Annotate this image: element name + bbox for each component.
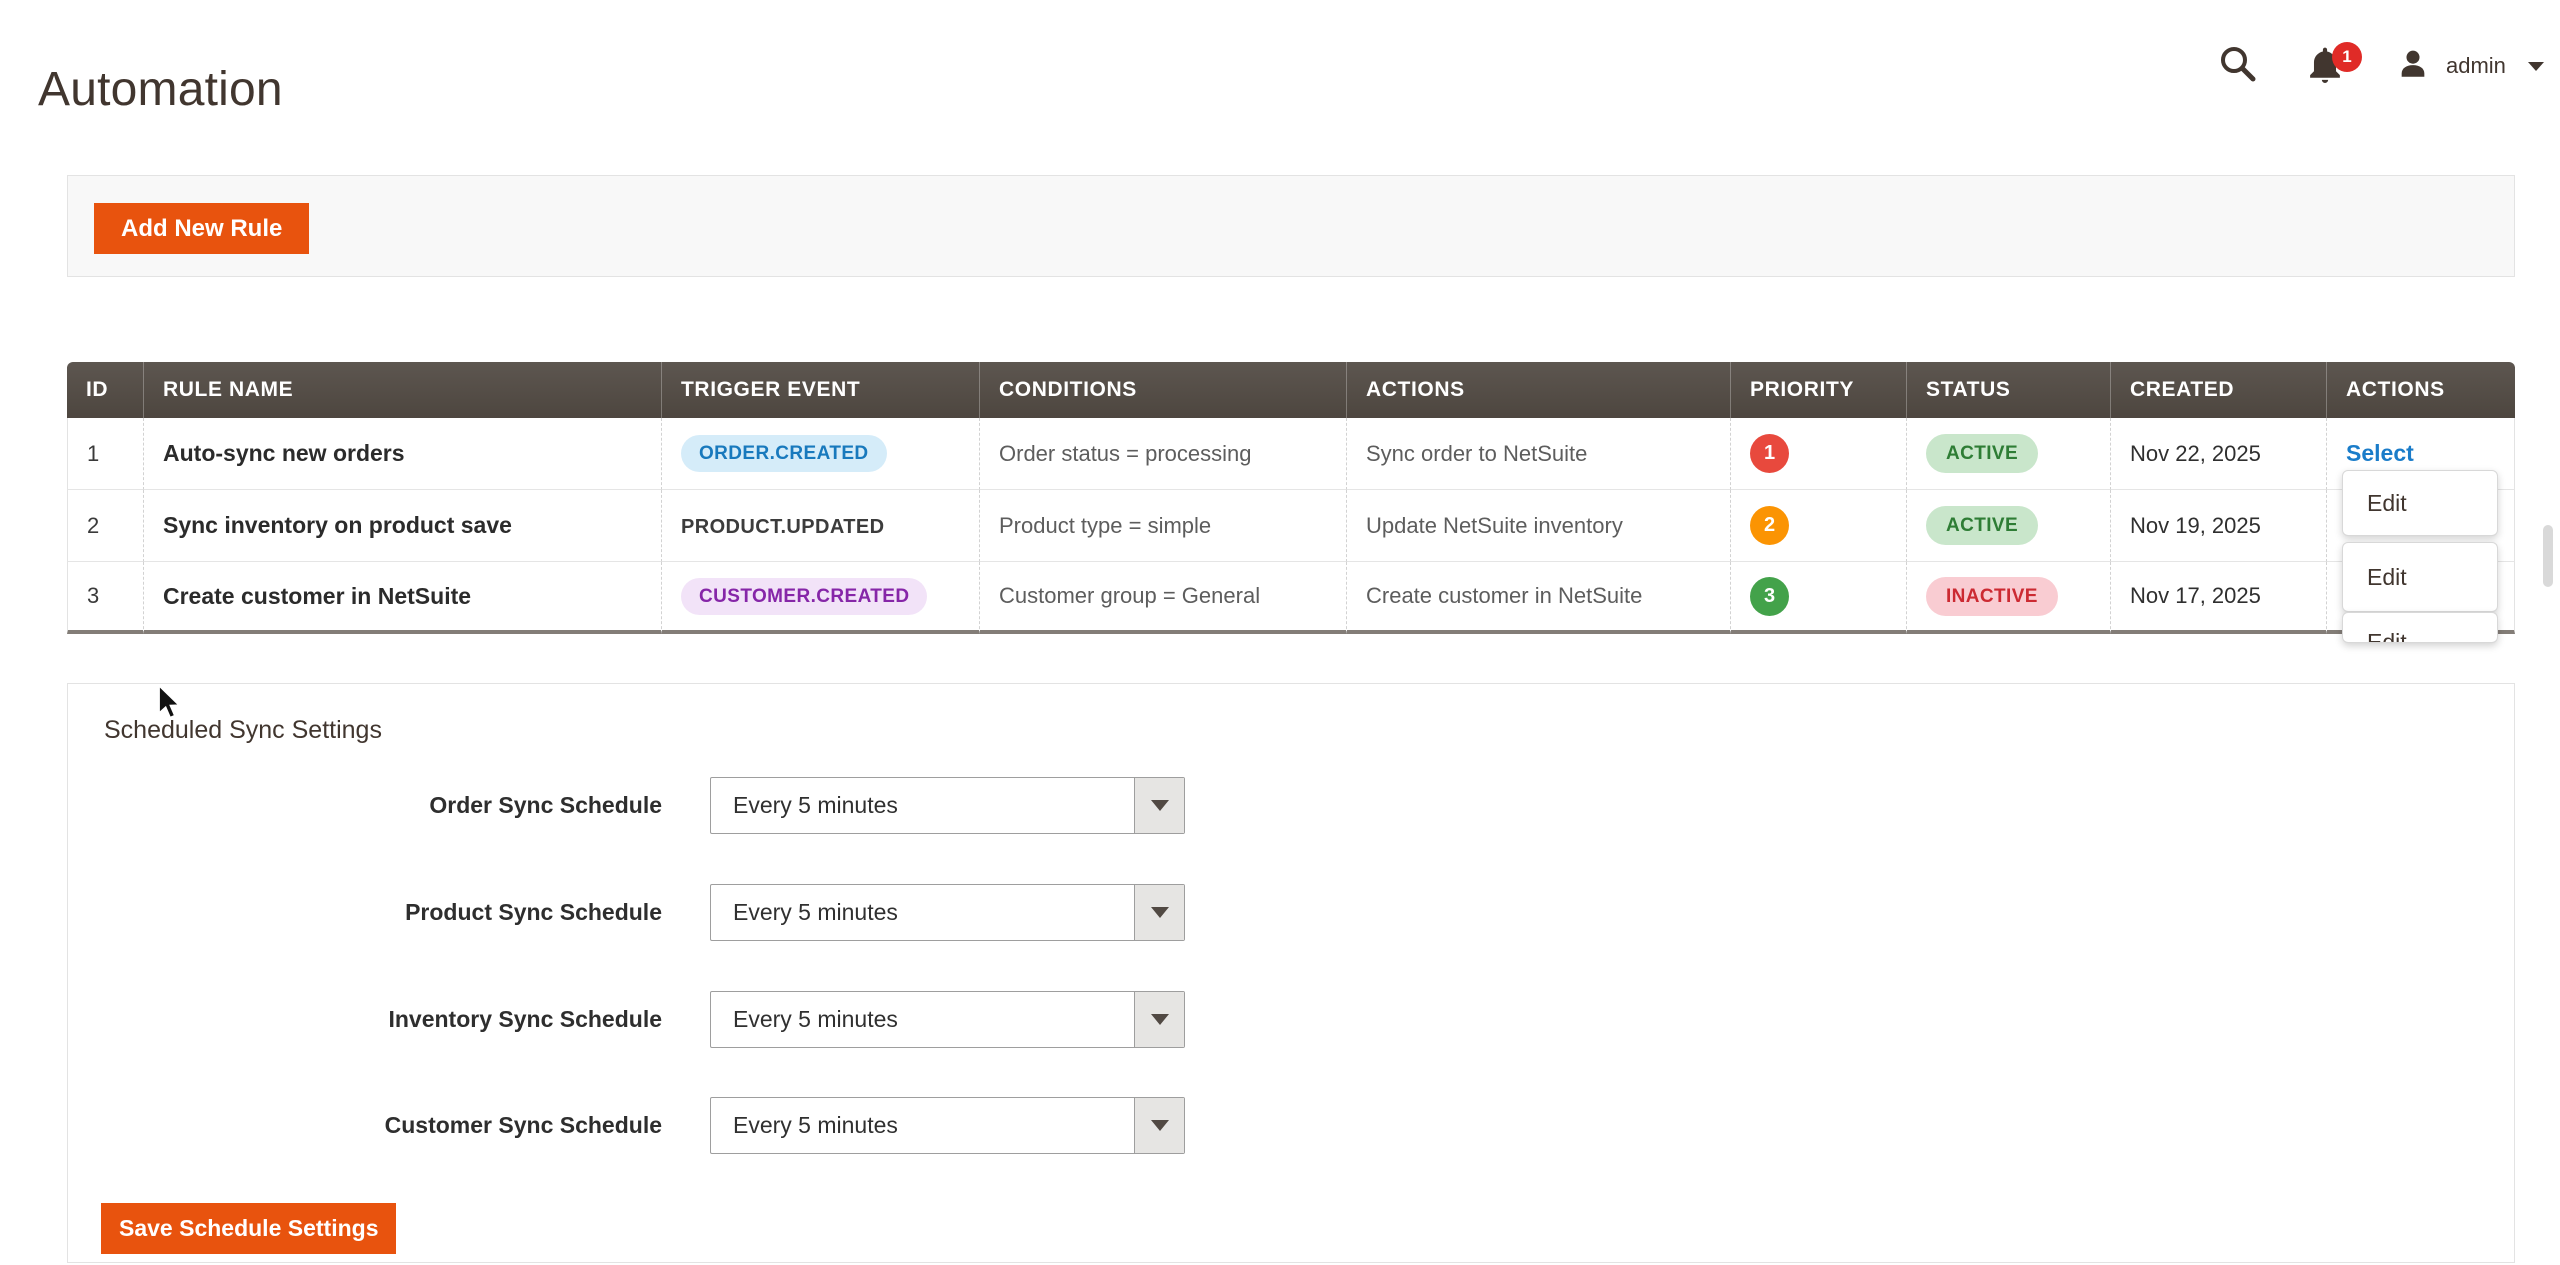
chevron-down-icon	[2527, 61, 2544, 71]
table-row: 2 Sync inventory on product save PRODUCT…	[67, 490, 2515, 562]
notification-count-badge[interactable]: 1	[2332, 42, 2362, 72]
trigger-event-badge: CUSTOMER.CREATED	[681, 577, 928, 615]
cell-conditions: Product type = simple	[980, 490, 1347, 562]
inventory-sync-schedule-select[interactable]: Every 5 minutes	[710, 991, 1185, 1048]
status-badge: ACTIVE	[1926, 506, 2039, 545]
cell-rule-name: Sync inventory on product save	[144, 490, 662, 562]
row-action-dropdown: Edit	[2342, 612, 2498, 643]
add-new-rule-button[interactable]: Add New Rule	[94, 203, 310, 254]
order-sync-schedule-select[interactable]: Every 5 minutes	[710, 777, 1185, 834]
cell-status: INACTIVE	[1907, 562, 2111, 634]
select-value: Every 5 minutes	[733, 1006, 898, 1032]
cell-actions: Sync order to NetSuite	[1347, 418, 1731, 490]
cell-rule-name: Auto-sync new orders	[144, 418, 662, 490]
field-label-customer-sync: Customer Sync Schedule	[384, 1112, 662, 1138]
toolbar-panel: Add New Rule	[67, 175, 2515, 277]
col-header-rule-name: RULE NAME	[144, 362, 662, 418]
edit-menu-item[interactable]: Edit	[2367, 563, 2407, 590]
priority-badge: 2	[1750, 506, 1789, 545]
cell-priority: 2	[1731, 490, 1907, 562]
trigger-event-badge: ORDER.CREATED	[681, 435, 887, 472]
cell-status: ACTIVE	[1907, 418, 2111, 490]
cell-trigger-event: CUSTOMER.CREATED	[662, 562, 980, 634]
page-title: Automation	[38, 63, 283, 116]
cell-status: ACTIVE	[1907, 490, 2111, 562]
cell-id: 2	[67, 490, 144, 562]
col-header-trigger-event: TRIGGER EVENT	[662, 362, 980, 418]
col-header-actions: ACTIONS	[1347, 362, 1731, 418]
col-header-priority: PRIORITY	[1731, 362, 1907, 418]
table-row: 1 Auto-sync new orders ORDER.CREATED Ord…	[67, 418, 2515, 490]
customer-sync-schedule-select[interactable]: Every 5 minutes	[710, 1097, 1185, 1154]
status-badge: ACTIVE	[1926, 434, 2039, 473]
dropdown-arrow-icon	[1134, 992, 1184, 1047]
status-badge: INACTIVE	[1926, 576, 2058, 616]
cell-trigger-event: ORDER.CREATED	[662, 418, 980, 490]
cell-id: 3	[67, 562, 144, 634]
automation-rules-table: ID RULE NAME TRIGGER EVENT CONDITIONS AC…	[67, 362, 2515, 634]
priority-badge: 1	[1750, 434, 1789, 473]
edit-menu-item[interactable]: Edit	[2367, 629, 2407, 643]
select-action-link[interactable]: Select	[2346, 440, 2414, 466]
trigger-event-text: PRODUCT.UPDATED	[681, 515, 885, 538]
col-header-conditions: CONDITIONS	[980, 362, 1347, 418]
row-action-dropdown: Edit	[2342, 470, 2498, 536]
user-icon	[2396, 46, 2430, 87]
cell-id: 1	[67, 418, 144, 490]
field-label-inventory-sync: Inventory Sync Schedule	[388, 1006, 662, 1032]
cell-rule-name: Create customer in NetSuite	[144, 562, 662, 634]
table-header-row: ID RULE NAME TRIGGER EVENT CONDITIONS AC…	[67, 362, 2515, 418]
cell-created: Nov 22, 2025	[2111, 418, 2327, 490]
dropdown-arrow-icon	[1134, 885, 1184, 940]
table-row: 3 Create customer in NetSuite CUSTOMER.C…	[67, 562, 2515, 634]
vertical-scrollbar-thumb[interactable]	[2543, 525, 2553, 587]
form-row: Inventory Sync Schedule Every 5 minutes	[68, 991, 1185, 1048]
edit-menu-item[interactable]: Edit	[2367, 489, 2407, 516]
cell-priority: 3	[1731, 562, 1907, 634]
section-heading: Scheduled Sync Settings	[104, 716, 382, 744]
select-value: Every 5 minutes	[733, 899, 898, 925]
dropdown-arrow-icon	[1134, 1098, 1184, 1153]
cell-priority: 1	[1731, 418, 1907, 490]
cell-actions: Update NetSuite inventory	[1347, 490, 1731, 562]
dropdown-arrow-icon	[1134, 778, 1184, 833]
form-row: Customer Sync Schedule Every 5 minutes	[68, 1097, 1185, 1154]
cell-created: Nov 19, 2025	[2111, 490, 2327, 562]
field-label-product-sync: Product Sync Schedule	[405, 899, 662, 925]
cell-created: Nov 17, 2025	[2111, 562, 2327, 634]
field-label-order-sync: Order Sync Schedule	[429, 792, 662, 818]
cell-conditions: Order status = processing	[980, 418, 1347, 490]
row-action-dropdown: Edit	[2342, 542, 2498, 612]
product-sync-schedule-select[interactable]: Every 5 minutes	[710, 884, 1185, 941]
cell-conditions: Customer group = General	[980, 562, 1347, 634]
cell-trigger-event: PRODUCT.UPDATED	[662, 490, 980, 562]
save-schedule-settings-button[interactable]: Save Schedule Settings	[101, 1203, 397, 1254]
admin-username: admin	[2446, 53, 2506, 78]
form-row: Order Sync Schedule Every 5 minutes	[68, 777, 1185, 834]
select-value: Every 5 minutes	[733, 1112, 898, 1138]
select-value: Every 5 minutes	[733, 792, 898, 818]
col-header-row-actions: ACTIONS	[2327, 362, 2515, 418]
col-header-status: STATUS	[1907, 362, 2111, 418]
priority-badge: 3	[1750, 576, 1789, 616]
search-icon[interactable]	[2218, 44, 2258, 84]
admin-account-menu[interactable]: admin	[2396, 46, 2560, 86]
cell-actions: Create customer in NetSuite	[1347, 562, 1731, 634]
scheduled-sync-settings-panel: Scheduled Sync Settings Order Sync Sched…	[67, 683, 2515, 1263]
form-row: Product Sync Schedule Every 5 minutes	[68, 884, 1185, 941]
col-header-id: ID	[67, 362, 144, 418]
col-header-created: CREATED	[2111, 362, 2327, 418]
